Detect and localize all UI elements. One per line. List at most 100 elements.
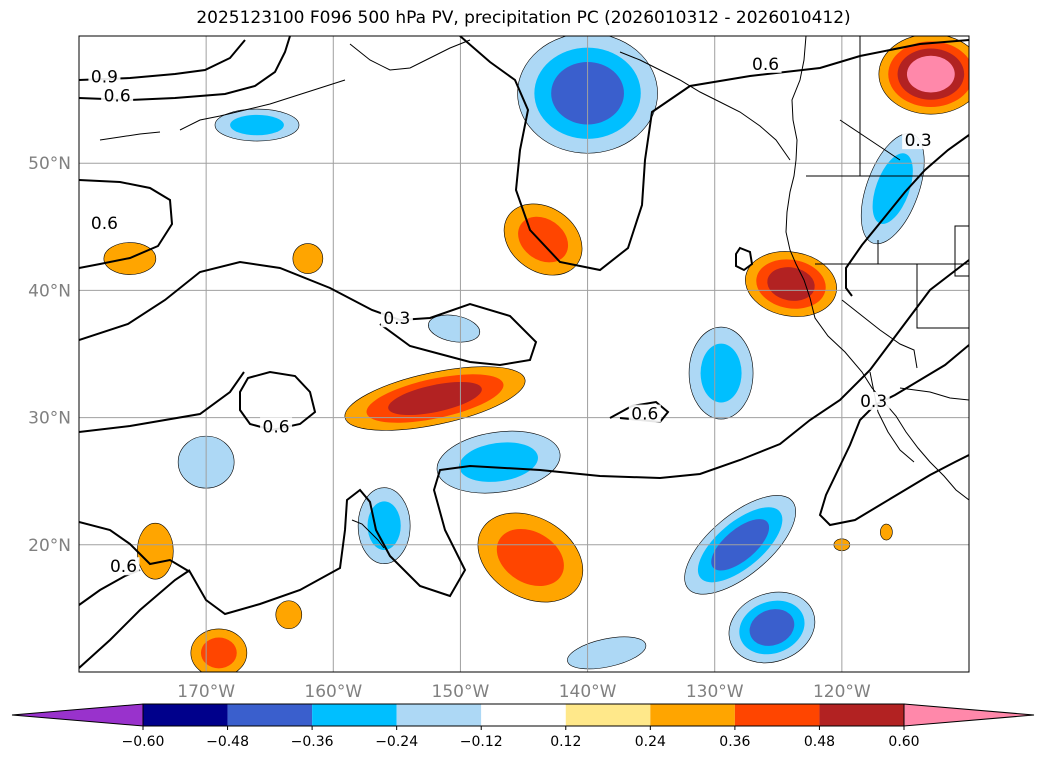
precip-anomaly-level xyxy=(700,343,742,403)
precipitation-anomaly-layer xyxy=(103,36,969,672)
pv-contour-label: 0.3 xyxy=(860,392,887,412)
precip-anomaly-region xyxy=(503,203,583,276)
precip-anomaly-region xyxy=(136,522,174,580)
pv-contour-label-background xyxy=(88,213,121,232)
pv-contour-0-9 xyxy=(79,39,246,81)
precip-anomaly-level xyxy=(749,609,795,646)
colorbar-bins xyxy=(11,703,1035,727)
colorbar-tick-label: −0.24 xyxy=(375,734,418,750)
precip-anomaly-level xyxy=(518,216,569,263)
aleutian-islands-west xyxy=(99,131,161,141)
state-border xyxy=(841,299,918,369)
colorbar-bin xyxy=(312,704,397,726)
colorbar-tick-label: 0.48 xyxy=(804,734,835,750)
colorbar-tick-label: −0.36 xyxy=(291,734,334,750)
precip-anomaly-region xyxy=(860,133,925,245)
precip-anomaly-region xyxy=(190,628,248,672)
precip-anomaly-level xyxy=(767,267,815,301)
pv-contour-label: 0.9 xyxy=(91,68,118,88)
pv-contour-0-3 xyxy=(818,344,969,527)
pv-contour-label: 0.3 xyxy=(905,131,932,151)
colorbar-bin xyxy=(143,704,228,726)
pv-contour-label: 0.6 xyxy=(752,55,779,75)
longitude-tick-label: 140°W xyxy=(559,682,617,702)
pv-contour-label-background xyxy=(749,54,782,73)
precip-anomaly-region xyxy=(880,523,893,541)
pv-contour-label-background xyxy=(260,417,293,436)
state-border xyxy=(916,264,969,329)
colorbar-tick-labels: −0.60 −0.48 −0.36 −0.24 −0.12 0.12 0.24 0.36 0.4… xyxy=(122,726,920,750)
pv-contour-0-6 xyxy=(239,370,317,432)
longitude-tick-label: 130°W xyxy=(686,682,744,702)
precip-anomaly-level xyxy=(230,114,284,136)
precip-anomaly-level xyxy=(567,636,647,670)
precip-anomaly-region xyxy=(275,600,303,630)
colorbar-bin xyxy=(227,704,313,726)
pv-contour-0-3 xyxy=(79,260,538,367)
precip-anomaly-region xyxy=(745,251,837,317)
colorbar-tick-label: 0.60 xyxy=(888,734,919,750)
colorbar-bin xyxy=(650,704,735,726)
pv-contour-labels: 0.90.60.60.30.60.30.60.60.30.6 xyxy=(88,54,935,577)
colorbar-outline xyxy=(142,703,905,727)
precip-anomaly-level xyxy=(872,153,913,224)
us-mexico-border xyxy=(899,387,969,401)
pv-contour-label-background xyxy=(101,86,134,105)
precip-anomaly-region xyxy=(344,366,526,431)
longitude-tick-label: 170°W xyxy=(177,682,235,702)
colorbar-tick-label: −0.60 xyxy=(122,734,165,750)
political-borders xyxy=(806,36,969,401)
colorbar: −0.60 −0.48 −0.36 −0.24 −0.12 0.12 0.24 0.36 0.4… xyxy=(11,703,1035,750)
pv-contours xyxy=(79,36,969,669)
precip-anomaly-level xyxy=(200,637,237,669)
precip-anomaly-region xyxy=(688,326,754,420)
pv-contour-label: 0.6 xyxy=(104,87,131,107)
coastlines xyxy=(99,36,969,549)
north-america-coastline xyxy=(785,36,969,501)
colorbar-tick-label: 0.36 xyxy=(719,734,750,750)
precip-anomaly-level xyxy=(136,522,174,580)
state-border xyxy=(954,225,969,277)
colorbar-bin xyxy=(396,704,482,726)
hawaii-islands xyxy=(351,519,385,549)
pv-contour-0-6 xyxy=(459,36,969,272)
map-area: 0.90.60.60.30.60.30.60.60.30.6 xyxy=(78,35,970,673)
precip-anomaly-level xyxy=(428,314,481,343)
longitude-tick-label: 150°W xyxy=(432,682,490,702)
latitude-tick-label: 30°N xyxy=(28,409,71,429)
colorbar-tick-label: 0.24 xyxy=(635,734,666,750)
precip-anomaly-level xyxy=(880,523,893,541)
map-frame xyxy=(78,35,970,673)
precip-anomaly-region xyxy=(357,487,411,565)
plot-title: 2025123100 F096 500 hPa PV, precipitatio… xyxy=(196,8,851,28)
baja-california-coastline xyxy=(869,371,915,463)
pv-contour-label: 0.6 xyxy=(110,557,137,577)
longitude-tick-label: 120°W xyxy=(813,682,871,702)
precip-anomaly-level xyxy=(275,600,303,630)
colorbar-tick-label: 0.12 xyxy=(550,734,581,750)
pv-contour-label: 0.6 xyxy=(263,417,290,437)
precip-anomaly-region xyxy=(436,430,561,494)
pv-contour-0-6 xyxy=(79,259,969,616)
aleutian-islands xyxy=(179,79,346,131)
pv-contour-label-background xyxy=(107,557,140,576)
colorbar-bin xyxy=(481,704,566,726)
precip-anomaly-level xyxy=(388,381,482,416)
pv-contour-0-6 xyxy=(79,179,174,269)
precip-anomaly-region xyxy=(567,636,647,670)
colorbar-tick-label: −0.12 xyxy=(460,734,503,750)
pv-contour-0-3 xyxy=(845,134,969,297)
alaska-coastline xyxy=(349,39,471,71)
colorbar-bin xyxy=(734,704,820,726)
pv-contour-label-background xyxy=(380,309,413,328)
pv-contour-0-6 xyxy=(79,371,245,433)
precip-anomaly-level xyxy=(496,529,564,587)
precip-anomaly-level xyxy=(292,243,324,274)
pv-contour-label: 0.6 xyxy=(631,405,658,425)
colorbar-bin xyxy=(819,704,904,726)
precip-anomaly-region xyxy=(477,512,584,603)
colorbar-extend-high xyxy=(903,703,1035,727)
pv-contour-label-background xyxy=(857,391,890,410)
longitude-tick-label: 160°W xyxy=(304,682,362,702)
